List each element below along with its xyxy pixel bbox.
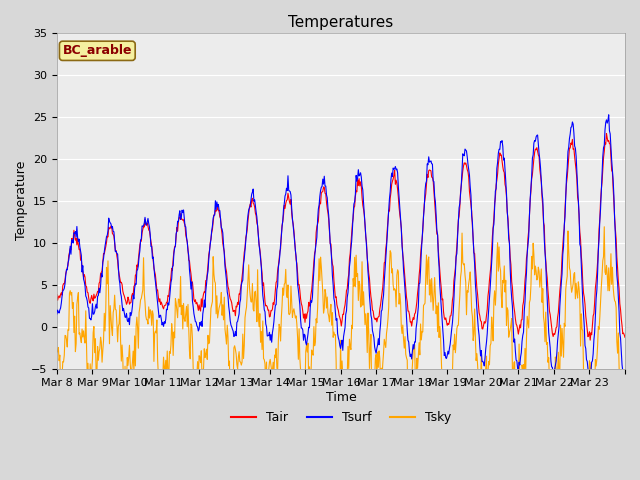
Tsky	[621, 403, 629, 408]
X-axis label: Time: Time	[326, 391, 356, 404]
Tsky	[432, 311, 440, 317]
Tsurf	[224, 293, 232, 299]
Tsky	[401, 345, 408, 351]
Tsky	[252, 300, 260, 305]
Line: Tsurf: Tsurf	[57, 115, 625, 378]
Tair	[621, 335, 629, 340]
Tsurf	[53, 311, 61, 317]
Tsky	[53, 349, 61, 355]
Tsurf	[274, 283, 282, 289]
Tair	[586, 337, 594, 343]
Tsky	[370, 431, 378, 437]
Tair	[120, 291, 127, 297]
Tsurf	[620, 375, 628, 381]
Tsurf	[605, 112, 612, 118]
Tsurf	[431, 199, 439, 205]
Tsurf	[120, 305, 127, 311]
Line: Tair: Tair	[57, 133, 625, 340]
Tair	[400, 258, 408, 264]
Tair	[431, 210, 439, 216]
Tsurf	[400, 267, 408, 273]
Tair	[252, 213, 260, 218]
Tair	[53, 292, 61, 298]
Tair	[603, 131, 611, 136]
Tsky	[600, 224, 608, 229]
Y-axis label: Temperature: Temperature	[15, 161, 28, 240]
Tsky	[224, 334, 232, 340]
Tsky	[274, 370, 282, 375]
Tsky	[120, 382, 127, 388]
Text: BC_arable: BC_arable	[63, 44, 132, 57]
Tsurf	[621, 370, 629, 376]
Title: Temperatures: Temperatures	[288, 15, 394, 30]
Tair	[224, 284, 232, 289]
Tair	[274, 268, 282, 274]
Line: Tsky: Tsky	[57, 227, 625, 434]
Tsurf	[252, 209, 260, 215]
Legend: Tair, Tsurf, Tsky: Tair, Tsurf, Tsky	[226, 407, 456, 430]
